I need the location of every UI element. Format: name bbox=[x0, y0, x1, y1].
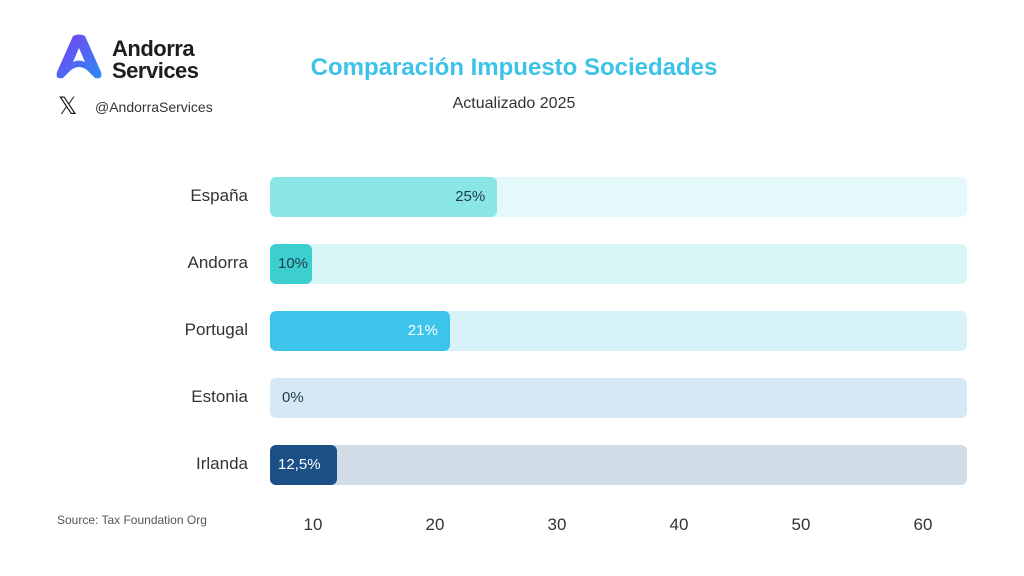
category-label: Estonia bbox=[191, 387, 248, 406]
bar bbox=[270, 177, 498, 217]
x-logo-icon: 𝕏 bbox=[58, 93, 78, 120]
bar-track: 25% bbox=[270, 177, 967, 217]
bar-track: 0% bbox=[270, 378, 967, 418]
source-note: Source: Tax Foundation Org bbox=[57, 513, 207, 527]
bar bbox=[270, 244, 312, 284]
bar-track: 12,5% bbox=[270, 445, 967, 485]
category-label: Portugal bbox=[184, 320, 248, 339]
data-label: 12,5% bbox=[278, 456, 321, 473]
chart-title: Comparación Impuesto Sociedades bbox=[310, 54, 718, 81]
category-label: Andorra bbox=[187, 253, 248, 272]
data-label: 10% bbox=[278, 255, 309, 272]
x-tick-label: 10 bbox=[303, 515, 323, 534]
x-tick-label: 50 bbox=[791, 515, 811, 534]
x-tick-label: 60 bbox=[913, 515, 933, 534]
category-label: España bbox=[190, 186, 248, 205]
bar-track: 21% bbox=[270, 311, 967, 351]
brand-name: Andorra Services bbox=[112, 38, 199, 82]
x-tick-label: 30 bbox=[547, 515, 567, 534]
data-label: 21% bbox=[407, 322, 438, 339]
bar-track: 10% bbox=[270, 244, 967, 284]
brand-line1: Andorra bbox=[112, 36, 195, 61]
x-tick-label: 20 bbox=[425, 515, 445, 534]
bar bbox=[270, 445, 337, 485]
chart-subtitle: Actualizado 2025 bbox=[452, 95, 576, 112]
social-handle: @AndorraServices bbox=[95, 99, 213, 115]
x-tick-label: 40 bbox=[669, 515, 689, 534]
bar bbox=[270, 311, 450, 351]
data-label: 0% bbox=[282, 389, 304, 406]
andorra-services-logo bbox=[56, 34, 102, 79]
data-label: 25% bbox=[455, 188, 486, 205]
category-label: Irlanda bbox=[196, 454, 248, 473]
brand-line2: Services bbox=[112, 58, 199, 83]
